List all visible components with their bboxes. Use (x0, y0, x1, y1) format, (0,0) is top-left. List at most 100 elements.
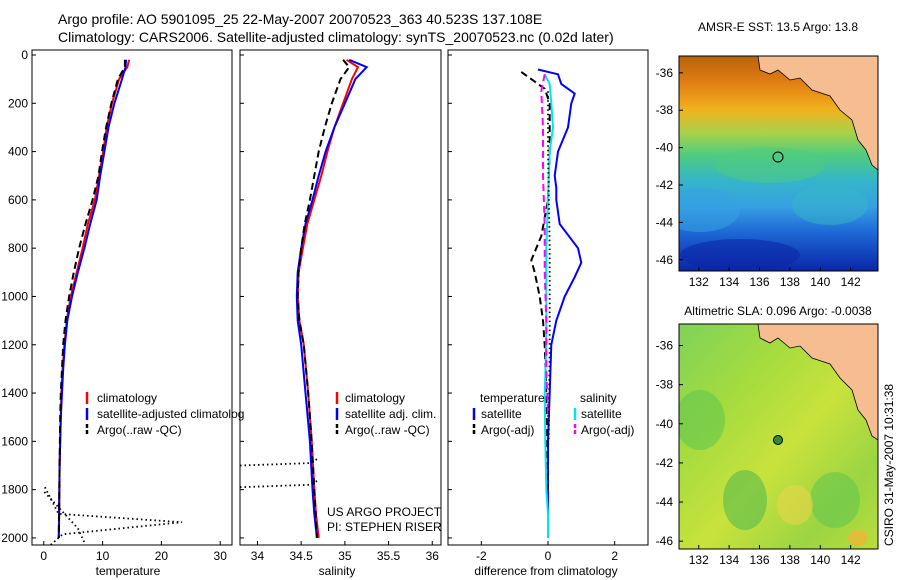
legend-label: climatology (97, 391, 157, 405)
difference-series (520, 68, 583, 538)
x-tick-label: -2 (476, 549, 487, 563)
map-y-tick-label: -36 (656, 66, 674, 80)
map-y-tick-label: -42 (656, 456, 674, 470)
map-x-tick-label: 138 (780, 553, 800, 567)
series-line (547, 91, 551, 442)
legend-label: satellite (481, 407, 522, 421)
map-y-tick-label: -46 (656, 534, 674, 548)
x-tick-label: 36 (426, 549, 440, 563)
map-y-tick-label: -44 (656, 495, 674, 509)
sst-patch (715, 147, 825, 183)
depth-tick-label: 1800 (1, 483, 28, 497)
sst-patch (679, 188, 740, 232)
salinity-series (240, 58, 369, 539)
map-y-tick-label: -40 (656, 141, 674, 155)
legend-label: satellite (581, 407, 622, 421)
temperature-panel (31, 49, 233, 546)
series-line (543, 73, 555, 538)
x-tick-label: 0 (545, 549, 552, 563)
legend-label-salinity: salinity (580, 391, 617, 405)
x-tick-label: 0 (40, 549, 47, 563)
sst-map-title: AMSR-E SST: 13.5 Argo: 13.8 (698, 20, 858, 34)
series-line (240, 479, 320, 489)
series-line (295, 58, 369, 539)
figure-title-line2: Climatology: CARS2006. Satellite-adjuste… (58, 29, 614, 45)
depth-tick-label: 200 (8, 96, 28, 110)
depth-tick-label: 800 (8, 241, 28, 255)
x-tick-label: 35.5 (377, 549, 401, 563)
sla-map (679, 324, 878, 549)
map-x-tick-label: 134 (719, 553, 739, 567)
map-y-tick-label: -38 (656, 378, 674, 392)
sla-patch (679, 390, 725, 450)
series-line (520, 71, 551, 490)
credit-line1: US ARGO PROJECT (327, 505, 442, 519)
series-line (296, 59, 351, 538)
difference-xlabel: difference from climatology (474, 564, 617, 578)
x-axes: 0 10 20 30 34 34.5 35 35.5 36 -2 0 2 (40, 541, 618, 563)
sst-map-frame (678, 55, 879, 272)
temperature-series (43, 59, 183, 545)
sla-patch (723, 470, 767, 530)
map-x-tick-label: 134 (719, 275, 739, 289)
side-timestamp: CSIRO 31-May-2007 10:31:38 (882, 384, 896, 546)
x-tick-label: 35 (338, 549, 352, 563)
series-line (537, 68, 583, 538)
series-line (296, 58, 360, 539)
temperature-xlabel: temperature (96, 564, 161, 578)
sla-map-axes: 132 134 136 138 140 142 -36 -38 -40 -42 -44 -46 (656, 339, 861, 567)
figure-title-line1: Argo profile: AO 5901095_25 22-May-2007 … (58, 11, 542, 27)
depth-tick-label: 1000 (1, 289, 28, 303)
depth-tick-label: 400 (8, 145, 28, 159)
credit-line2: PI: STEPHEN RISER (327, 520, 442, 534)
series-line (44, 486, 183, 545)
legend-label: Argo(..raw -QC) (97, 423, 182, 437)
salinity-legend: climatology satellite adj. clim. Argo(..… (335, 391, 436, 437)
map-x-tick-label: 142 (841, 553, 861, 567)
legend-label: Argo(..raw -QC) (345, 423, 430, 437)
depth-tick-label: 1400 (1, 386, 28, 400)
land-mass (757, 56, 878, 171)
x-tick-label: 34.5 (289, 549, 313, 563)
map-y-tick-label: -46 (656, 253, 674, 267)
map-x-tick-label: 142 (841, 275, 861, 289)
legend-label: Argo(-adj) (481, 423, 534, 437)
map-y-tick-label: -38 (656, 103, 674, 117)
x-tick-label: 30 (214, 549, 228, 563)
x-tick-label: 34 (251, 549, 265, 563)
map-y-tick-label: -42 (656, 178, 674, 192)
map-x-tick-label: 138 (780, 275, 800, 289)
x-tick-label: 10 (96, 549, 110, 563)
map-x-tick-label: 132 (689, 553, 709, 567)
legend-label: climatology (345, 391, 405, 405)
map-x-tick-label: 136 (749, 275, 769, 289)
depth-axis: 0 200 400 600 800 1000 1200 1400 1600 1800 2000 (1, 48, 452, 545)
float-marker (773, 435, 783, 445)
depth-tick-label: 0 (21, 48, 28, 62)
depth-tick-label: 1200 (1, 338, 28, 352)
sst-map-axes: 132 134 136 138 140 142 -36 -38 -40 -42 -44 -46 (656, 66, 861, 289)
series-line (57, 59, 126, 538)
sla-patch (777, 485, 813, 525)
sst-map (679, 56, 878, 271)
salinity-panel (239, 49, 442, 546)
map-x-tick-label: 136 (749, 553, 769, 567)
map-x-tick-label: 140 (810, 275, 830, 289)
difference-legend: temperature satellite Argo(-adj) salinit… (472, 391, 634, 437)
temperature-legend: climatology satellite-adjusted climatolo… (85, 391, 244, 437)
series-line (57, 59, 128, 538)
series-line (240, 457, 320, 467)
legend-label: satellite-adjusted climatolog (97, 407, 244, 421)
map-x-tick-label: 140 (810, 553, 830, 567)
sla-map-title: Altimetric SLA: 0.096 Argo: -0.0038 (684, 304, 872, 318)
depth-tick-label: 600 (8, 193, 28, 207)
land-mass (757, 324, 878, 441)
sla-map-frame (678, 323, 879, 550)
legend-label-temperature: temperature (480, 391, 545, 405)
legend-label: Argo(-adj) (581, 423, 634, 437)
x-tick-label: 2 (611, 549, 618, 563)
map-x-tick-label: 132 (689, 275, 709, 289)
sst-patch (680, 239, 800, 271)
sla-patch (810, 472, 860, 528)
